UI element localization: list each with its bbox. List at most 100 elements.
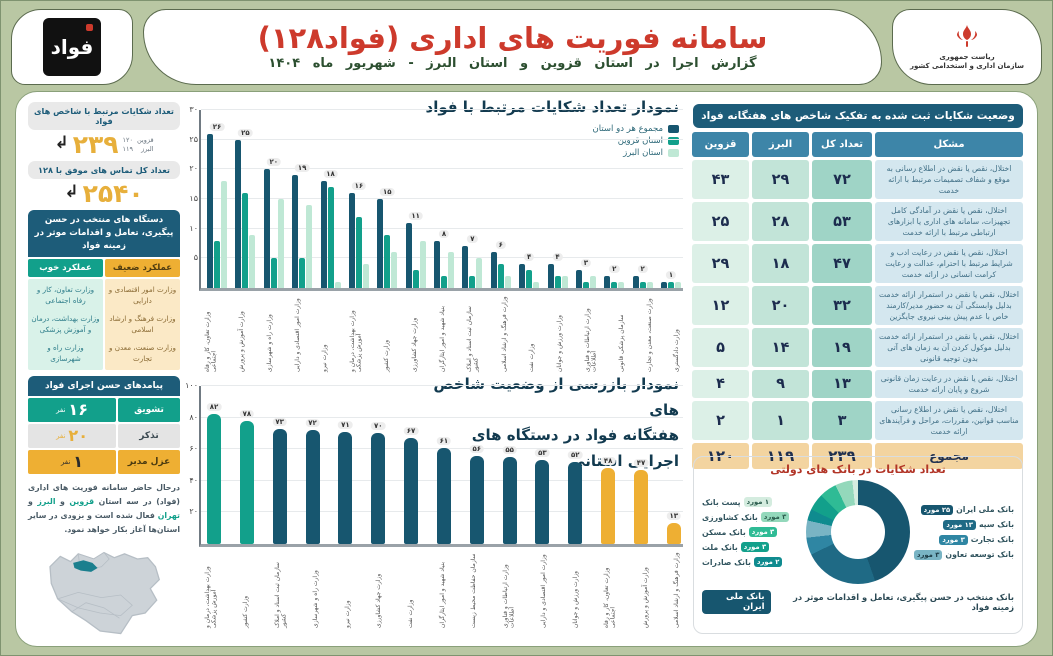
bar-group: ۶۷ [403,386,419,544]
inspection-bar [404,438,419,544]
total-cell: ۵۳ [812,202,872,241]
bar-value-label: ۵۵ [502,446,517,455]
y-axis-tick: ۲۰ [189,507,198,517]
favad-logo-text: فواد [50,35,94,59]
case-count-badge: ۱ مورد [743,497,773,507]
bar-value-label: ۶۷ [403,427,419,436]
qazvin-bar [441,276,447,288]
page-subtitle: گزارش اجرا در استان قزوین و استان البرز … [268,56,757,72]
qazvin-bar [497,264,504,288]
title-box: سامانه فوریت های اداری (فواد۱۲۸) گزارش ا… [143,9,882,85]
inspection-bar [272,428,287,544]
weak-performance-header: عملکرد ضعیف [105,258,180,277]
x-axis-label: وزارت تعاون، کار و رفاه اجتماعی [603,567,618,629]
legend-swatch-icon [668,137,679,145]
bar-group: ۱۱ [405,110,426,288]
outcomes-panel: پیامدهای حسن اجرای فواد تشویق ۱۶ نفر تذکر ۲۰… [28,375,180,474]
qazvin-cell: ۴ [692,370,749,398]
bar-group: ۴۸ [600,386,616,544]
province-highlight: قزوین [69,496,95,506]
favad-logo: فواد [43,18,101,76]
donut-labels-left: ۱ مورد پست بانک ۳ مورد بانک کشاورزی ۳ مورد با… [702,497,806,567]
donut-label: ۱ مورد پست بانک [702,497,806,507]
top-chart-legend: مجموع هر دو استان استان قزوین استان البرز [593,124,679,158]
bar-value-label: ۸ [438,229,450,238]
y-axis-tick: ۸۰ [189,412,198,422]
donut-label: بانک توسعه تعاون ۳ مورد [910,549,1014,560]
inspection-bar [305,430,320,544]
qazvin-cell: ۲۹ [692,244,749,283]
bar-value-label: ۱۹ [294,164,310,173]
alborz-cell: ۱۴ [752,328,809,367]
outcome-label: تذکر [118,423,180,448]
bar-value-label: ۷۲ [305,419,320,428]
bar-value-label: ۵۲ [568,450,583,459]
donut-labels-right: بانک ملی ایران ۲۵ مورد بانک سپه ۱۳ مورد بانک… [910,504,1014,560]
total-bar [292,175,299,288]
bar-group: ۷۸ [239,386,255,544]
bar-group: ۱۹ [292,110,313,288]
stat2-row: ۲۵۴۰ ↲ [28,181,180,206]
case-count-badge: ۱۳ مورد [943,519,976,530]
bar-value-label: ۱۵ [379,188,395,196]
bottom-chart-plot: ۱۰۰ ۸۰ ۶۰ ۴۰ ۲۰ ۸۲ ۷۸ ۷۳ ۷۲ ۷۱ ۷۰ ۶۷ ۶۱ ۵۶ ۵۵ ۵۳ ۵۲ ۴۸ ۴۷ ۱… [185,381,683,547]
x-axis-label: وزارت نیرو [343,600,351,628]
alborz-cell: ۱ [752,401,809,440]
stat2-label: تعداد کل تماس های موفق با ۱۲۸ [28,161,180,179]
top-chart-section: نمودار تعداد شکایات مرتبط با فواد مجموع … [177,98,685,372]
gridline [201,385,683,386]
bar-value-label: ۲۰ [266,158,282,167]
y-axis-tick: ۶۰ [189,444,198,454]
total-bar [490,252,497,288]
total-bar [575,270,582,288]
total-bar [207,133,213,288]
legend-swatch-icon [668,125,679,133]
donut-label: ۳ مورد بانک ملت [702,542,806,552]
x-axis-label: وزارت جهاد کشاورزی [411,317,418,372]
stat1-breakdown: قزوین ۱۲۰ البرز ۱۱۹ [122,136,154,153]
bar-group: ۷۰ [370,386,386,544]
case-count-badge: ۳ مورد [914,549,943,560]
bar-group: ۸۲ [206,386,222,544]
province-highlight: البرز [37,496,56,506]
case-count-badge: ۳ مورد [760,512,790,522]
bar-value-label: ۴ [552,253,563,262]
bank-complaints-panel: تعداد شکایات در بانک های دولتی بانک ملی … [693,456,1023,634]
total-bar [405,222,412,288]
total-bar [519,264,526,288]
col-header-alborz: البرز [752,132,809,157]
alborz-cell: ۹ [752,370,809,398]
y-axis-tick: ۲۵ [189,134,198,144]
bar-group: ۲ [604,110,625,288]
favad-logo-box: فواد [11,9,133,85]
bar-value-label: ۴۸ [600,457,616,466]
bar-group: ۴ [519,110,540,288]
bar-group: ۱ [661,110,681,288]
inspection-bar [502,457,517,544]
bar-value-label: ۷ [467,235,478,244]
main-card: وضعیت شکایات ثبت شده به تفکیک شاخص های ه… [15,91,1038,647]
alborz-cell: ۲۹ [752,160,809,199]
qazvin-cell: ۲ [692,401,749,440]
qazvin-bar [469,276,476,288]
problem-cell: اختلال، نقص یا نقض در اطلاع رسانی مناسب … [875,401,1023,440]
government-emblem-box: ریاست جمهوری سازمان اداری و استخدامی کشو… [892,9,1042,85]
stat1-value: ۲۳۹ [72,130,119,159]
total-bar [320,181,327,288]
x-axis-label: وزارت نیرو [321,344,329,372]
x-axis-label: وزارت صنعت، معدن و تجارت [645,298,653,372]
qazvin-bar [611,282,618,288]
donut-label: ۳ مورد بانک مسکن [702,527,806,537]
inspection-bar [601,468,616,544]
x-axis-label: وزارت فرهنگ و ارشاد اسلامی [500,296,508,372]
donut-title: تعداد شکایات در بانک های دولتی [770,463,946,476]
note-text: درحال حاضر سامانه فوریت های اداری (فواد)… [28,482,180,506]
bar-value-label: ۱۶ [351,182,367,191]
alborz-bar [504,276,511,288]
stat2-value: ۲۵۴۰ [82,179,144,208]
good-agency-item: وزارت تعاون، کار و رفاه اجتماعی [36,284,95,306]
alborz-bar [618,282,625,288]
outcomes-rows: تشویق ۱۶ نفر تذکر ۲۰ نفر عزل مدیر ۱ نفر [28,397,180,474]
alborz-bar [362,264,369,288]
gridline [201,227,683,229]
